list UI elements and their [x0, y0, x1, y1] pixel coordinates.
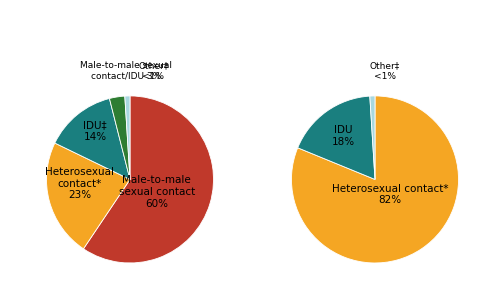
Text: Other‡
<1%: Other‡ <1% [138, 61, 168, 81]
Text: Other‡
<1%: Other‡ <1% [370, 61, 400, 81]
Wedge shape [125, 96, 130, 180]
Wedge shape [46, 143, 130, 249]
Wedge shape [55, 99, 130, 180]
Text: Male-to-male
sexual contact
60%: Male-to-male sexual contact 60% [118, 175, 195, 209]
Wedge shape [298, 96, 375, 180]
Text: IDU‡
14%: IDU‡ 14% [83, 120, 106, 142]
Wedge shape [84, 96, 214, 263]
Text: Heterosexual
contact*
23%: Heterosexual contact* 23% [46, 167, 114, 200]
Text: Heterosexual contact*
82%: Heterosexual contact* 82% [332, 184, 448, 205]
Text: IDU
18%: IDU 18% [332, 125, 355, 147]
Text: Male-to-male sexual
contact/IDU 3%: Male-to-male sexual contact/IDU 3% [80, 61, 172, 81]
Wedge shape [110, 96, 130, 180]
Wedge shape [292, 96, 458, 263]
Wedge shape [370, 96, 375, 180]
